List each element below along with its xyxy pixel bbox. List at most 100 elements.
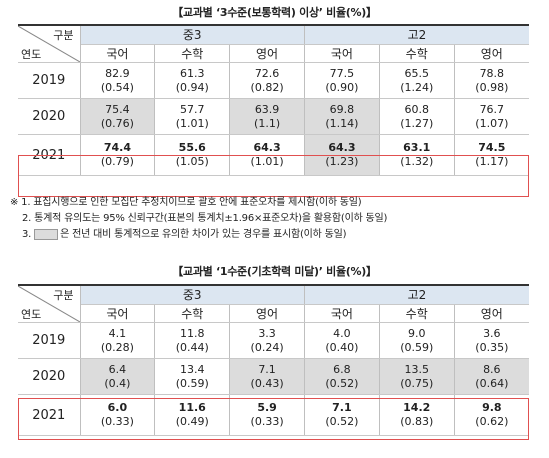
percentage-value: 82.9 (105, 66, 130, 80)
value-cell: 61.3 (0.94) (154, 62, 230, 99)
percentage-value: 11.8 (179, 326, 205, 340)
percentage-value: 63.9 (254, 102, 280, 116)
percentage-value: 74.5 (478, 141, 506, 154)
table1-body: 2019 82.9 (0.54) 61.3 (0.94) 72.6 (0.82) 77.5 (0… (18, 62, 529, 176)
value-cell: 3.3 (0.24) (229, 322, 305, 359)
standard-error: (0.49) (175, 415, 209, 428)
subject-header: 영어 (229, 304, 305, 323)
value-cell: 8.6 (0.64) (453, 358, 529, 395)
table-row: 2021 6.0 (0.33) 11.6 (0.49) 5.9 (0.33) 7.1 (0.52… (18, 394, 529, 436)
corner-diagonal-line (18, 26, 80, 62)
year-cell: 2019 (18, 322, 81, 359)
year-cell: 2021 (18, 134, 81, 176)
percentage-value: 7.1 (332, 401, 352, 414)
percentage-value: 9.0 (407, 326, 426, 340)
footnote-3-number: 3. (22, 229, 32, 240)
footnote-1: ※ 1. 표집시행으로 인한 모집단 추정치이므로 괄호 안에 표준오차를 제시… (10, 197, 362, 208)
standard-error: (0.40) (325, 340, 359, 354)
value-cell: 78.8 (0.98) (453, 62, 529, 99)
value-cell: 4.0 (0.40) (304, 322, 380, 359)
table-corner-header: 구분 연도 (18, 24, 81, 63)
standard-error: (0.94) (175, 80, 209, 94)
standard-error: (1.24) (400, 80, 434, 94)
standard-error: (0.4) (104, 376, 131, 390)
value-cell: 11.6 (0.49) (154, 394, 230, 436)
percentage-value: 65.5 (404, 66, 429, 80)
table1-title: 【교과별 ‘3수준(보통학력) 이상’ 비율(%)】 (172, 6, 377, 19)
percentage-value: 4.0 (333, 326, 351, 340)
group-header-middle: 중3 (80, 284, 305, 305)
value-cell: 76.7 (1.07) (453, 98, 529, 135)
standard-error: (0.64) (475, 376, 509, 390)
corner-diagonal-line (18, 286, 80, 322)
standard-error: (0.28) (100, 340, 134, 354)
table-row: 2019 82.9 (0.54) 61.3 (0.94) 72.6 (0.82) 77.5 (0… (18, 62, 529, 99)
table2-title: 【교과별 ‘1수준(기초학력 미달)’ 비율(%)】 (172, 265, 377, 278)
value-cell: 63.1 (1.32) (378, 134, 455, 176)
standard-error: (0.24) (250, 340, 284, 354)
standard-error: (0.59) (400, 340, 434, 354)
percentage-value: 60.8 (404, 102, 429, 116)
value-cell: 77.5 (0.90) (304, 62, 380, 99)
standard-error: (0.43) (250, 376, 284, 390)
percentage-value: 74.4 (103, 141, 131, 154)
value-cell: 11.8 (0.44) (154, 322, 230, 359)
footnote-3-text: 은 전년 대비 통계적으로 유의한 차이가 있는 경우를 표시함(이하 동일) (60, 229, 347, 240)
table-row: 2021 74.4 (0.79) 55.6 (1.05) 64.3 (1.01) 64.3 (1… (18, 134, 529, 176)
percentage-value: 3.6 (483, 326, 501, 340)
year-cell: 2020 (18, 98, 81, 135)
standard-error: (0.33) (250, 415, 284, 428)
value-cell: 4.1 (0.28) (80, 322, 155, 359)
percentage-value: 63.1 (403, 141, 431, 154)
table2: 구분 연도 중3 고2 국어 수학 영어 국어 수학 영어 2019 4.1 (0.… (18, 284, 529, 436)
percentage-value: 6.0 (107, 401, 128, 414)
shade-legend-swatch (34, 228, 59, 240)
standard-error: (1.27) (400, 116, 434, 130)
percentage-value: 78.8 (479, 66, 505, 80)
subject-header: 수학 (378, 304, 455, 323)
standard-error: (1.14) (325, 116, 359, 130)
standard-error: (0.82) (250, 80, 284, 94)
value-cell: 57.7 (1.01) (154, 98, 230, 135)
value-cell: 60.8 (1.27) (378, 98, 455, 135)
value-cell: 63.9 (1.1) (229, 98, 305, 135)
percentage-value: 57.7 (179, 102, 205, 116)
table-corner-header: 구분 연도 (18, 284, 81, 323)
standard-error: (1.17) (475, 155, 509, 168)
percentage-value: 14.2 (403, 401, 431, 414)
percentage-value: 6.4 (108, 362, 127, 376)
percentage-value: 3.3 (258, 326, 276, 340)
percentage-value: 11.6 (178, 401, 206, 414)
standard-error: (1.07) (475, 116, 509, 130)
standard-error: (0.79) (100, 155, 134, 168)
year-cell: 2020 (18, 358, 81, 395)
percentage-value: 4.1 (108, 326, 127, 340)
value-cell: 7.1 (0.43) (229, 358, 305, 395)
percentage-value: 6.8 (333, 362, 351, 376)
year-cell: 2019 (18, 62, 81, 99)
standard-error: (0.52) (325, 415, 359, 428)
corner-label-category: 구분 (53, 289, 74, 302)
subject-header: 국어 (80, 44, 155, 63)
value-cell: 64.3 (1.23) (304, 134, 380, 176)
subject-header: 국어 (304, 44, 380, 63)
subject-header: 영어 (453, 304, 529, 323)
value-cell: 69.8 (1.14) (304, 98, 380, 135)
standard-error: (0.90) (325, 80, 359, 94)
percentage-value: 75.4 (105, 102, 130, 116)
corner-label-year: 연도 (21, 48, 42, 61)
standard-error: (1.23) (325, 155, 359, 168)
footnote-2: 2. 통계적 유의도는 95% 신뢰구간(표본의 통계치±1.96×표준오차)을… (22, 213, 388, 224)
subject-header: 영어 (453, 44, 529, 63)
standard-error: (0.59) (175, 376, 209, 390)
percentage-value: 9.8 (482, 401, 502, 414)
value-cell: 7.1 (0.52) (304, 394, 380, 436)
corner-label-category: 구분 (53, 29, 74, 42)
value-cell: 72.6 (0.82) (229, 62, 305, 99)
value-cell: 64.3 (1.01) (229, 134, 305, 176)
value-cell: 13.5 (0.75) (378, 358, 455, 395)
subject-header: 국어 (304, 304, 380, 323)
standard-error: (1.01) (250, 155, 284, 168)
percentage-value: 13.4 (179, 362, 205, 376)
subject-header: 국어 (80, 304, 155, 323)
